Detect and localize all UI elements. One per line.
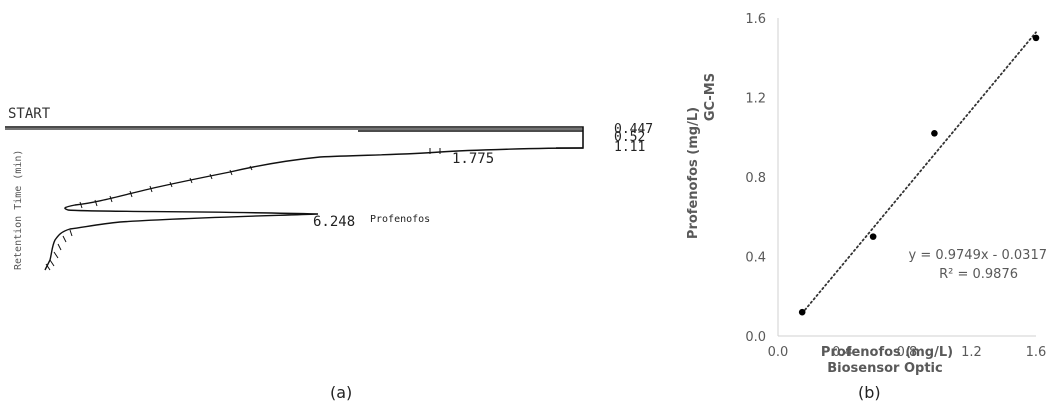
retention-axis-label: Retention Time (min) xyxy=(13,150,24,270)
panel-b-label: (b) xyxy=(858,383,881,402)
peak-label-2: 0.52 xyxy=(614,130,645,145)
data-point xyxy=(931,129,938,137)
y-axis-subtitle: GC-MS xyxy=(703,73,718,121)
peak-compound-label: Profenofos xyxy=(370,214,430,225)
x-tick-label: 1.6 xyxy=(1026,345,1047,360)
x-axis-subtitle: Biosensor Optic xyxy=(827,361,942,376)
x-axis-title: Profenofos (mg/L) xyxy=(821,345,953,360)
y-axis: 0.0 0.4 0.8 1.2 1.6 xyxy=(745,12,779,345)
x-axis: 0.0 0.4 0.8 1.2 1.6 xyxy=(768,335,1047,360)
chromatogram-trace xyxy=(44,147,584,271)
start-label: START xyxy=(8,106,51,122)
peak-label-5: 6.248 xyxy=(313,214,355,230)
x-tick-label: 0.4 xyxy=(832,345,853,360)
r-squared-label: R² = 0.9876 xyxy=(939,267,1018,282)
y-tick-label: 1.2 xyxy=(745,92,766,107)
trendline-equation: y = 0.9749x - 0.0317 xyxy=(909,248,1047,263)
chromatogram-panel: START Retention Time (min) 0.447 0.52 1.… xyxy=(5,106,653,402)
y-axis-title: Profenofos (mg/L) xyxy=(686,107,701,239)
scatter-chart: 0.0 0.4 0.8 1.2 1.6 0.0 0.4 0.8 1.2 1.6 Profenof… xyxy=(686,12,1047,402)
y-tick-label: 0.8 xyxy=(745,171,766,186)
peak-label-3: 1.11 xyxy=(614,140,645,155)
y-tick-label: 0.0 xyxy=(745,330,766,345)
y-tick-label: 1.6 xyxy=(745,12,766,27)
baseline xyxy=(5,126,584,149)
peak-label-1: 0.447 xyxy=(614,122,653,137)
y-tick-label: 0.4 xyxy=(745,251,766,266)
data-point xyxy=(798,308,806,316)
data-point xyxy=(869,233,877,240)
x-tick-label: 0.0 xyxy=(768,345,789,360)
panel-a-label: (a) xyxy=(330,383,352,402)
x-tick-label: 0.8 xyxy=(897,345,918,360)
data-point xyxy=(1032,34,1040,42)
peak-label-4: 1.775 xyxy=(452,151,494,167)
data-points xyxy=(798,34,1040,316)
x-tick-label: 1.2 xyxy=(961,345,982,360)
trace-noise xyxy=(45,148,441,271)
